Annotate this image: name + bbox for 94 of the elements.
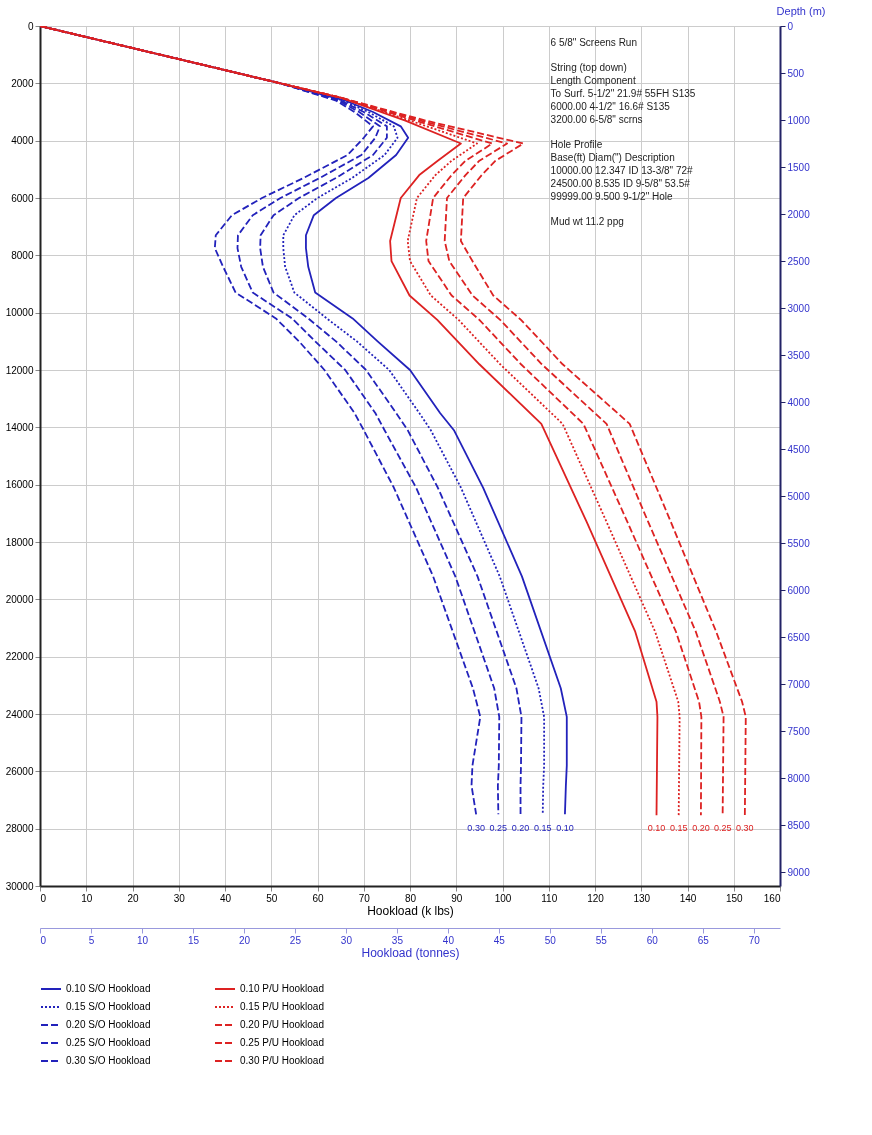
x2-tick-label: 0 (40, 934, 47, 946)
x-tick-label: 90 (451, 892, 463, 904)
x2-tick-label: 60 (646, 934, 659, 946)
y-tick-label: 22000 (5, 651, 34, 663)
y2-tick-label: 2000 (787, 208, 811, 220)
y2-tick-label: 8500 (787, 819, 811, 831)
x-axis-title: Hookload (k lbs) (367, 903, 454, 918)
x-tick-label: 0 (40, 892, 47, 904)
annotation: String (top down) Length Component To Surf. 5-1/2" 21.9# 55FH S135 6000.00 4-1/2" 16.6# S135 3200.00 6-5/8" scrns (550, 62, 696, 125)
x-tick-label: 120 (587, 892, 605, 904)
annotation: 0.10 (647, 823, 666, 834)
y-tick-label: 8000 (11, 249, 34, 261)
annotation: 0.30 (467, 823, 485, 834)
y-tick-label: 14000 (5, 421, 34, 433)
y-tick-label: 26000 (5, 765, 34, 777)
x2-tick-label: 10 (136, 934, 149, 946)
x2-tick-label: 45 (493, 934, 506, 946)
y-tick-label: 24000 (5, 708, 34, 720)
annotation: 0.15 (533, 823, 552, 834)
x2-tick-label: 30 (340, 934, 353, 946)
annotation: 0.25 (713, 823, 732, 834)
y2-axis-title: Depth (m) (776, 4, 826, 17)
annotation: 0.20 (511, 823, 530, 834)
x-tick-label: 70 (358, 892, 371, 904)
y-tick-label: 20000 (5, 593, 34, 605)
legend-label: 0.20 S/O Hookload (66, 1019, 151, 1030)
annotation: 0.15 (669, 823, 688, 834)
annotation: Hole Profile Base(ft) Diam(") Description 10000.00 12.347 ID 13-3/8" 72# 24500.00 8.535 ID 9-5/8" 53.5# 99999.00 9.500 9-1/2" Hole (550, 139, 694, 202)
y2-tick-label: 6500 (787, 631, 811, 643)
annotation: 0.30 (736, 823, 754, 834)
x-tick-label: 140 (679, 892, 697, 904)
x-tick-label: 80 (404, 892, 417, 904)
y2-tick-label: 500 (787, 67, 805, 79)
x-tick-label: 160 (763, 892, 781, 904)
y2-tick-label: 1000 (787, 114, 811, 126)
y2-tick-label: 9000 (787, 866, 811, 878)
y-tick-label: 4000 (11, 135, 34, 147)
annotation: Mud wt 11.2 ppg (550, 216, 624, 227)
y2-tick-label: 4500 (787, 443, 811, 455)
x2-tick-label: 35 (391, 934, 404, 946)
x2-tick-label: 50 (544, 934, 557, 946)
x2-axis-title: Hookload (tonnes) (361, 945, 460, 960)
y2-tick-label: 7500 (787, 725, 811, 737)
x-tick-label: 20 (127, 892, 139, 904)
legend-label: 0.10 P/U Hookload (240, 983, 324, 994)
x-tick-label: 60 (312, 892, 324, 904)
x-tick-label: 130 (633, 892, 651, 904)
x-tick-label: 30 (173, 892, 186, 904)
y2-tick-label: 6000 (787, 584, 811, 596)
x2-tick-label: 20 (238, 934, 251, 946)
y2-tick-label: 4000 (787, 396, 811, 408)
x2-tick-label: 65 (697, 934, 710, 946)
y2-tick-label: 3000 (787, 302, 811, 314)
x-tick-label: 50 (266, 892, 278, 904)
legend-label: 0.10 S/O Hookload (66, 983, 151, 994)
legend-label: 0.25 P/U Hookload (240, 1037, 324, 1048)
legend-label: 0.15 P/U Hookload (240, 1001, 324, 1012)
y-tick-label: 0 (27, 20, 34, 32)
x2-tick-label: 15 (187, 934, 200, 946)
y2-tick-label: 1500 (787, 161, 811, 173)
legend-label: 0.25 S/O Hookload (66, 1037, 151, 1048)
y-tick-label: 30000 (5, 880, 34, 892)
x-tick-label: 100 (494, 892, 512, 904)
y-tick-label: 12000 (5, 364, 34, 376)
x2-tick-label: 5 (88, 934, 95, 946)
x-tick-label: 10 (81, 892, 93, 904)
legend-label: 0.20 P/U Hookload (240, 1019, 324, 1030)
annotation: 0.25 (489, 823, 508, 834)
legend-label: 0.30 S/O Hookload (66, 1055, 151, 1066)
y2-tick-label: 5500 (787, 537, 811, 549)
y2-tick-label: 0 (787, 20, 794, 32)
x-tick-label: 110 (541, 892, 558, 904)
x2-tick-label: 25 (289, 934, 302, 946)
annotation: 0.20 (692, 823, 710, 834)
legend-label: 0.30 P/U Hookload (240, 1055, 324, 1066)
x2-tick-label: 70 (748, 934, 761, 946)
annotation: 0.10 (556, 823, 574, 834)
y-tick-label: 18000 (5, 536, 34, 548)
x-tick-label: 150 (725, 892, 744, 904)
y2-tick-label: 8000 (787, 772, 811, 784)
y2-tick-label: 7000 (787, 678, 811, 690)
legend-label: 0.15 S/O Hookload (66, 1001, 151, 1012)
y2-tick-label: 5000 (787, 490, 811, 502)
x2-tick-label: 40 (442, 934, 455, 946)
y2-tick-label: 3500 (787, 349, 811, 361)
y-tick-label: 2000 (11, 77, 34, 89)
y2-tick-label: 2500 (787, 255, 811, 267)
y-tick-label: 10000 (5, 307, 34, 319)
y-tick-label: 16000 (5, 479, 34, 491)
x2-tick-label: 55 (595, 934, 608, 946)
x-tick-label: 40 (219, 892, 232, 904)
y-tick-label: 28000 (5, 823, 34, 835)
annotation: 6 5/8" Screens Run (550, 37, 637, 48)
y-tick-label: 6000 (11, 192, 34, 204)
